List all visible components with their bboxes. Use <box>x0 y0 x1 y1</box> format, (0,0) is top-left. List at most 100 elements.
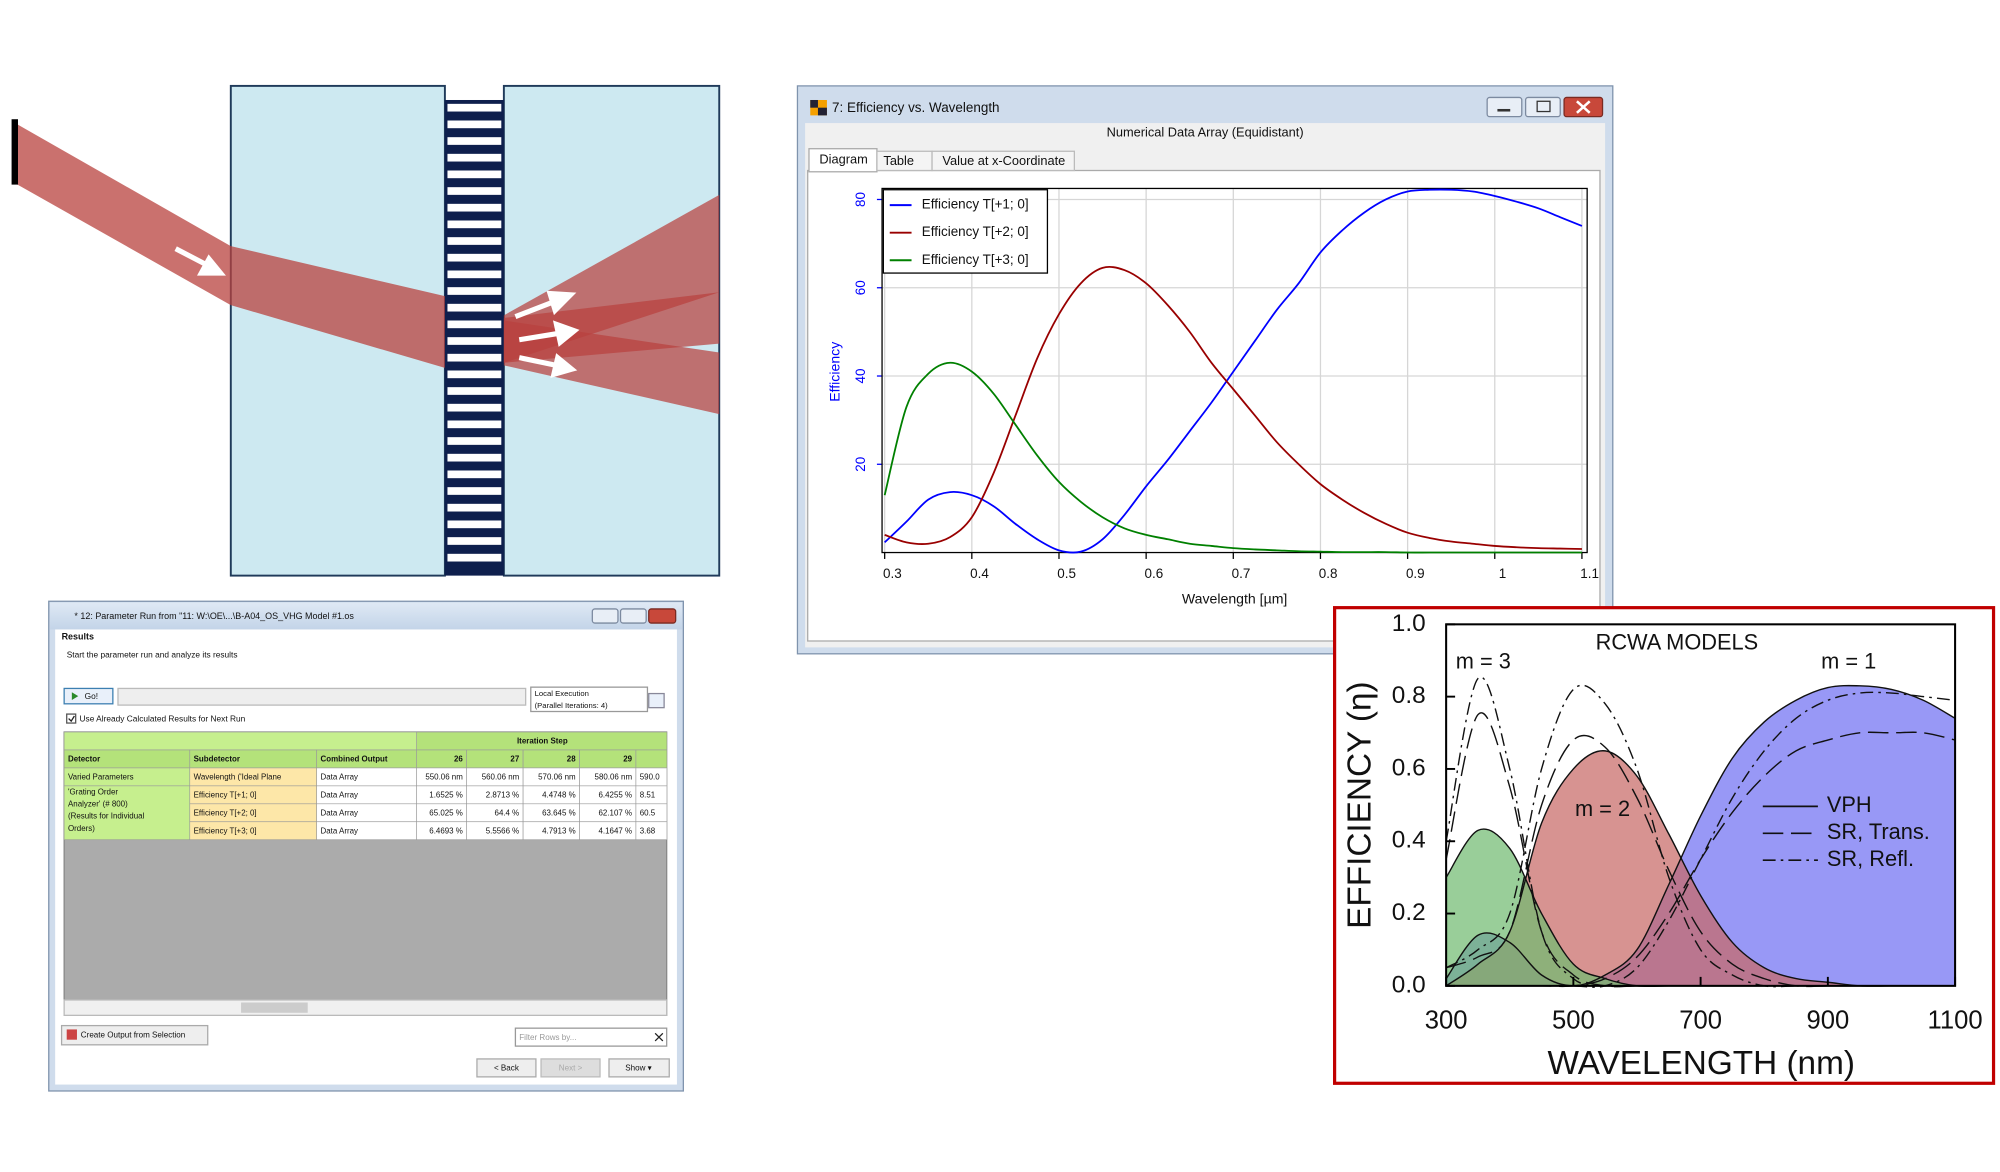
stripe <box>447 453 502 462</box>
cell-text: Data Array <box>321 826 359 835</box>
legend-label: SR, Refl. <box>1827 846 1914 871</box>
tab[interactable] <box>931 150 1075 172</box>
x-axis-label: Wavelength [µm] <box>1182 591 1288 607</box>
stripe <box>447 337 502 345</box>
chart: 300 500 700 900 1100 0.0 0.2 0.4 0.6 0.8 1.0 RCWA M… <box>1341 610 1982 1082</box>
y-tick-label: 40 <box>853 369 868 384</box>
y-tick-label: 0.6 <box>1392 754 1426 781</box>
cell-text: 27 <box>510 755 519 764</box>
window-controls[interactable] <box>591 608 677 624</box>
stripe <box>447 287 502 295</box>
cell-text: 29 <box>623 755 632 764</box>
window-title: * 12: Parameter Run from "11: W:\OE\...\… <box>74 611 354 621</box>
scroll-thumb[interactable] <box>241 1002 308 1013</box>
stripe <box>447 237 502 245</box>
arrows <box>174 246 580 379</box>
model-line <box>1445 684 1956 987</box>
window-controls[interactable] <box>1486 96 1604 118</box>
checkbox-label[interactable]: Use Already Calculated Results for Next … <box>80 713 246 723</box>
cell-text: 60.5 <box>640 809 656 818</box>
tab-label[interactable]: Diagram <box>819 152 867 167</box>
button-label[interactable]: < Back <box>494 1064 520 1073</box>
execution-label: Local Execution <box>535 689 589 698</box>
y-tick-label: 0.4 <box>1392 827 1426 854</box>
y-tick-label: 0.0 <box>1392 971 1426 998</box>
cell-text: 62.107 % <box>599 809 633 818</box>
cell-text: 'Grating Order <box>68 787 118 796</box>
x-tick-label: 700 <box>1679 1007 1722 1035</box>
diffracted-beam <box>503 320 720 415</box>
settings-button[interactable] <box>648 692 665 709</box>
stripe <box>447 220 502 229</box>
cell-text: 1.6525 % <box>429 791 463 800</box>
legend-label: VPH <box>1827 792 1872 817</box>
stripe <box>447 103 502 112</box>
x-tick-label: 1100 <box>1928 1007 1983 1035</box>
window-subtitle: Numerical Data Array (Equidistant) <box>1107 125 1304 140</box>
stripe <box>447 203 502 212</box>
stripe <box>447 303 502 312</box>
window-title: 7: Efficiency vs. Wavelength <box>832 100 999 115</box>
button[interactable] <box>60 1024 209 1046</box>
stripe <box>447 520 502 529</box>
cell-text: 4.1647 % <box>599 826 633 835</box>
x-tick-label: 0.9 <box>1406 566 1425 581</box>
button[interactable] <box>608 1058 670 1078</box>
incident-beam <box>12 121 445 368</box>
cell-text: 2.8713 % <box>486 791 520 800</box>
y-tick-label: 60 <box>853 280 868 295</box>
x-tick-label: 0.3 <box>883 566 902 581</box>
stripe <box>447 353 502 362</box>
cell-text: 3.68 <box>640 826 656 835</box>
button-label[interactable]: Show ▾ <box>625 1064 651 1073</box>
stripe <box>447 537 502 545</box>
stripe <box>447 187 502 195</box>
execution-label: (Parallel Iterations: 4) <box>535 701 609 710</box>
button[interactable] <box>540 1058 601 1078</box>
y-axis-label: EFFICIENCY (η) <box>1341 681 1378 929</box>
cell-text: 6.4693 % <box>429 826 463 835</box>
cell-text: Wavelength ('Ideal Plane <box>194 773 282 782</box>
button-label[interactable]: Next > <box>559 1064 583 1073</box>
go-label[interactable]: Go! <box>85 691 98 701</box>
legend-label: Efficiency T[+2; 0] <box>922 224 1029 239</box>
button[interactable] <box>476 1058 537 1078</box>
stripe <box>447 153 502 162</box>
cell-text: 5.5566 % <box>486 826 520 835</box>
y-tick-label: 0.2 <box>1392 899 1426 926</box>
cell-text: Data Array <box>321 791 359 800</box>
legend-label: Efficiency T[+3; 0] <box>922 252 1029 267</box>
x-tick-label: 500 <box>1552 1007 1595 1035</box>
x-tick-label: 900 <box>1806 1007 1849 1035</box>
execution-select[interactable] <box>530 686 649 713</box>
checkbox[interactable] <box>66 713 77 724</box>
stripe <box>447 320 502 329</box>
tab-label[interactable]: Value at x-Coordinate <box>942 153 1065 168</box>
source <box>11 119 18 185</box>
go-button[interactable] <box>63 687 114 705</box>
table-cell <box>64 732 418 751</box>
series-line <box>883 361 1582 554</box>
cell-text: 28 <box>567 755 576 764</box>
stripe <box>447 170 502 179</box>
x-tick-label: 300 <box>1425 1007 1468 1035</box>
order-label: m = 1 <box>1821 649 1876 674</box>
cell-text: Efficiency T[+3; 0] <box>194 826 257 835</box>
cell-text: 26 <box>454 755 463 764</box>
scrollbar[interactable] <box>63 999 668 1016</box>
button-label[interactable]: Create Output from Selection <box>81 1030 185 1039</box>
x-tick-label: 0.8 <box>1319 566 1338 581</box>
stripe <box>447 403 502 412</box>
stripe <box>447 270 502 279</box>
filter-box[interactable] <box>514 1027 668 1047</box>
tab-label[interactable]: Table <box>883 153 914 168</box>
stripe <box>447 120 502 129</box>
cell-text: Varied Parameters <box>68 773 134 782</box>
filter-placeholder[interactable]: Filter Rows by... <box>519 1033 576 1042</box>
stripe <box>447 470 502 479</box>
cell-text: 570.06 nm <box>538 773 576 782</box>
group-header: Iteration Step <box>517 737 568 746</box>
x-tick-label: 1.1 <box>1580 566 1599 581</box>
